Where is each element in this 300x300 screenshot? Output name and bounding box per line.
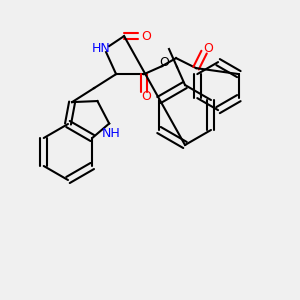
Text: O: O [159, 56, 169, 69]
Text: HN: HN [92, 42, 110, 55]
Text: O: O [141, 30, 151, 43]
Text: O: O [203, 42, 213, 55]
Text: O: O [141, 90, 151, 103]
Text: NH: NH [102, 127, 121, 140]
